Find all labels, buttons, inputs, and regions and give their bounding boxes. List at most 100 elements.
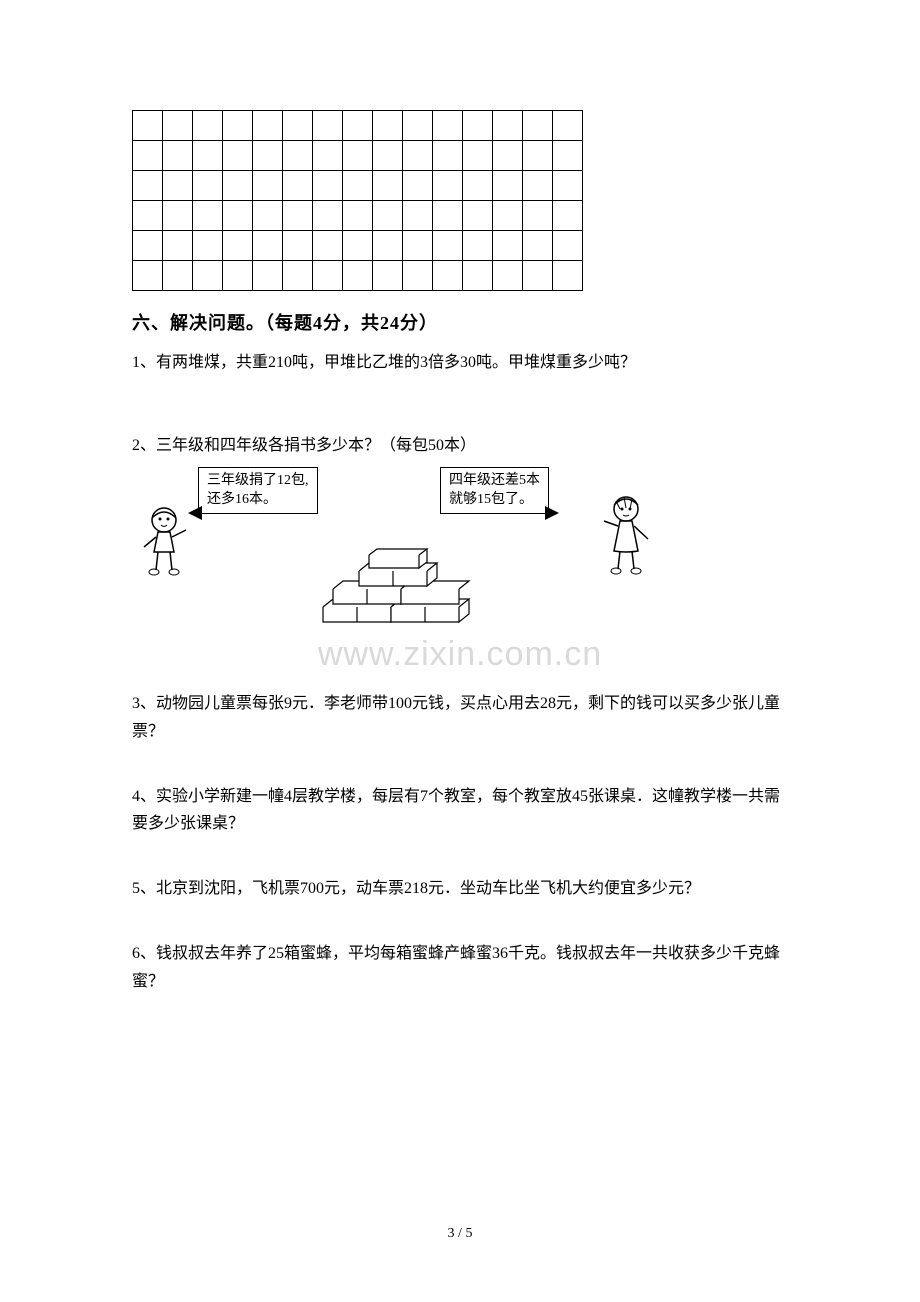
grid-cell: [223, 141, 253, 171]
grid-cell: [253, 111, 283, 141]
grid-cell: [343, 201, 373, 231]
grid-cell: [493, 171, 523, 201]
grid-cell: [343, 261, 373, 291]
grid-cell: [193, 171, 223, 201]
grid-cell: [163, 231, 193, 261]
grid-cell: [433, 171, 463, 201]
grid-cell: [283, 111, 313, 141]
grid-cell: [373, 261, 403, 291]
grid-cell: [133, 111, 163, 141]
grid-cell: [493, 141, 523, 171]
grid-cell: [253, 231, 283, 261]
grid-cell: [463, 111, 493, 141]
grid-cell: [403, 231, 433, 261]
grid-cell: [223, 231, 253, 261]
grid-cell: [313, 111, 343, 141]
grid-cell: [523, 201, 553, 231]
grid-cell: [463, 201, 493, 231]
grid-cell: [553, 141, 583, 171]
grid-cell: [373, 171, 403, 201]
question-5: 5、北京到沈阳，飞机票700元，动车票218元．坐动车比坐飞机大约便宜多少元？: [132, 875, 788, 902]
bubble-right-line2: 就够15包了。: [449, 492, 533, 507]
kid-left-icon: [136, 502, 201, 582]
grid-cell: [373, 231, 403, 261]
grid-cell: [313, 171, 343, 201]
grid-cell: [493, 261, 523, 291]
grid-cell: [463, 231, 493, 261]
grid-cell: [553, 111, 583, 141]
grid-cell: [403, 261, 433, 291]
grid-cell: [493, 231, 523, 261]
question-6: 6、钱叔叔去年养了25箱蜜蜂，平均每箱蜜蜂产蜂蜜36千克。钱叔叔去年一共收获多少…: [132, 940, 788, 994]
grid-cell: [343, 171, 373, 201]
grid-cell: [373, 141, 403, 171]
grid-cell: [553, 201, 583, 231]
grid-cell: [553, 171, 583, 201]
grid-cell: [523, 111, 553, 141]
grid-cell: [553, 261, 583, 291]
question-2-text: 2、三年级和四年级各捐书多少本？（每包50本）: [132, 432, 788, 459]
grid-cell: [433, 141, 463, 171]
grid-cell: [343, 111, 373, 141]
grid-cell: [223, 201, 253, 231]
grid-cell: [253, 141, 283, 171]
grid-cell: [523, 231, 553, 261]
grid-cell: [133, 201, 163, 231]
bubble-right-line1: 四年级还差5本: [449, 473, 540, 488]
grid-cell: [553, 231, 583, 261]
page-number: 3 / 5: [448, 1226, 473, 1242]
grid-cell: [313, 201, 343, 231]
grid-cell: [223, 261, 253, 291]
question-1: 1、有两堆煤，共重210吨，甲堆比乙堆的3倍多30吨。甲堆煤重多少吨？: [132, 349, 788, 376]
grid-cell: [193, 261, 223, 291]
grid-cell: [343, 231, 373, 261]
grid-cell: [523, 171, 553, 201]
grid-cell: [163, 111, 193, 141]
grid-cell: [373, 201, 403, 231]
grid-cell: [193, 201, 223, 231]
grid-cell: [133, 231, 163, 261]
grid-cell: [313, 231, 343, 261]
grid-cell: [223, 171, 253, 201]
grid-cell: [523, 261, 553, 291]
grid-cell: [403, 141, 433, 171]
grid-cell: [403, 111, 433, 141]
grid-cell: [403, 201, 433, 231]
grid-cell: [433, 111, 463, 141]
grid-cell: [193, 231, 223, 261]
grid-cell: [403, 171, 433, 201]
grid-cell: [283, 231, 313, 261]
grid-cell: [253, 201, 283, 231]
grid-cell: [463, 141, 493, 171]
kid-right-icon: [594, 491, 664, 581]
grid-cell: [223, 111, 253, 141]
grid-cell: [133, 171, 163, 201]
speech-bubble-left: 三年级捐了12包, 还多16本。: [198, 467, 318, 513]
grid-cell: [523, 141, 553, 171]
grid-cell: [163, 141, 193, 171]
grid-cell: [283, 141, 313, 171]
question-3: 3、动物园儿童票每张9元．李老师带100元钱，买点心用去28元，剩下的钱可以买多…: [132, 690, 788, 744]
grid-cell: [163, 261, 193, 291]
grid-cell: [463, 261, 493, 291]
grid-cell: [313, 261, 343, 291]
grid-cell: [433, 201, 463, 231]
grid-cell: [493, 201, 523, 231]
grid-cell: [163, 201, 193, 231]
grid-cell: [163, 171, 193, 201]
grid-cell: [433, 231, 463, 261]
grid-cell: [193, 111, 223, 141]
grid-cell: [193, 141, 223, 171]
grid-cell: [133, 141, 163, 171]
bubble-left-line2: 还多16本。: [207, 492, 277, 507]
boxes-stack-icon: [311, 547, 471, 632]
section-6-header: 六、解决问题。（每题4分，共24分）: [132, 309, 788, 335]
grid-cell: [133, 261, 163, 291]
question-2-figure: 三年级捐了12包, 还多16本。 四年级还差5本 就够15包了。: [136, 467, 696, 642]
grid-cell: [313, 141, 343, 171]
grid-cell: [343, 141, 373, 171]
speech-bubble-right: 四年级还差5本 就够15包了。: [440, 467, 549, 513]
grid-cell: [373, 111, 403, 141]
bubble-left-line1: 三年级捐了12包,: [207, 473, 309, 488]
grid-cell: [283, 171, 313, 201]
